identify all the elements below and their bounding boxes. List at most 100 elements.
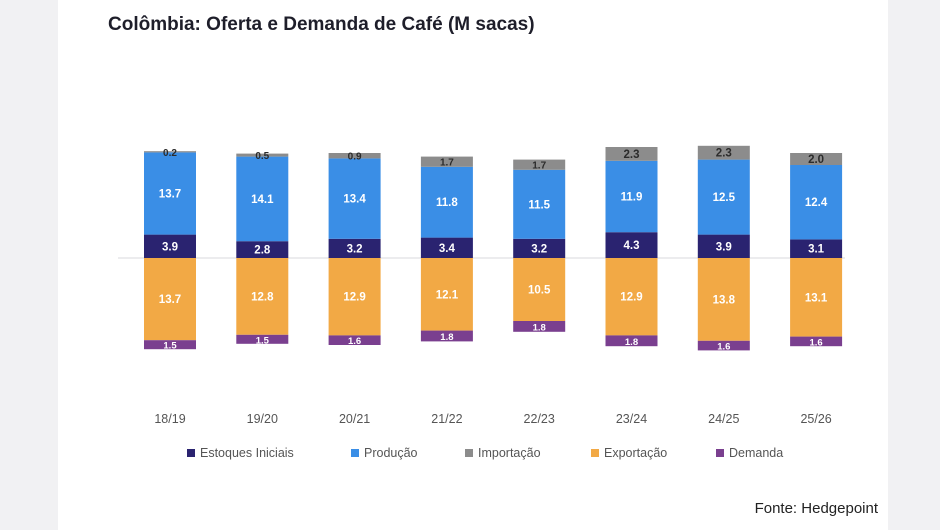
x-tick-label-20-21: 20/21 (339, 412, 370, 426)
bar-producao-21-22 (420, 166, 473, 238)
data-label-estoques-iniciais-25-26: 3.1 (808, 244, 825, 256)
data-label-importacao-20-21: 0.9 (348, 152, 362, 163)
data-label-exportacao-23-24: 12.9 (620, 292, 642, 304)
bar-estoques-iniciais-24-25 (697, 234, 750, 258)
x-tick-label-19-20: 19/20 (247, 412, 278, 426)
data-label-demanda-24-25: 1.6 (717, 342, 730, 353)
bar-producao-25-26 (790, 165, 843, 240)
data-label-producao-23-24: 11.9 (621, 192, 643, 204)
data-label-importacao-19-20: 0.5 (255, 151, 269, 162)
bar-exportacao-21-22 (420, 258, 473, 331)
bar-estoques-iniciais-20-21 (328, 238, 381, 258)
legend-swatch-estoques-iniciais (187, 449, 195, 457)
bar-estoques-iniciais-25-26 (790, 239, 843, 258)
data-label-demanda-23-24: 1.8 (625, 337, 638, 348)
legend-label-demanda: Demanda (729, 446, 783, 460)
data-label-importacao-21-22: 1.7 (440, 158, 454, 169)
data-label-exportacao-21-22: 12.1 (436, 289, 459, 301)
data-label-exportacao-22-23: 10.5 (528, 285, 551, 297)
bar-importacao-21-22 (420, 156, 473, 167)
data-label-producao-19-20: 14.1 (251, 194, 274, 206)
data-label-estoques-iniciais-22-23: 3.2 (531, 243, 547, 255)
bar-estoques-iniciais-19-20 (236, 241, 289, 258)
bar-exportacao-18-19 (144, 258, 196, 341)
data-label-importacao-24-25: 2.3 (716, 148, 732, 160)
legend-label-estoques-iniciais: Estoques Iniciais (200, 446, 294, 460)
bar-demanda-20-21 (328, 335, 381, 345)
bar-exportacao-20-21 (328, 258, 381, 336)
data-label-importacao-25-26: 2.0 (808, 154, 824, 166)
legend-label-producao: Produção (364, 446, 418, 460)
data-label-exportacao-20-21: 12.9 (343, 292, 365, 304)
data-label-demanda-22-23: 1.8 (533, 322, 546, 333)
bar-producao-18-19 (144, 152, 196, 235)
bar-exportacao-24-25 (697, 258, 750, 341)
x-tick-label-23-24: 23/24 (616, 412, 647, 426)
data-label-exportacao-19-20: 12.8 (251, 291, 274, 303)
bar-demanda-21-22 (420, 330, 473, 342)
data-label-estoques-iniciais-19-20: 2.8 (254, 245, 271, 257)
data-label-demanda-18-19: 1.5 (163, 341, 177, 352)
data-label-demanda-25-26: 1.6 (809, 337, 822, 348)
data-label-producao-24-25: 12.5 (713, 192, 736, 204)
data-label-producao-25-26: 12.4 (805, 197, 828, 209)
source-note: Fonte: Hedgepoint (754, 500, 878, 517)
chart-title: Colômbia: Oferta e Demanda de Café (M sa… (108, 14, 535, 35)
bar-producao-23-24 (605, 160, 658, 233)
bar-exportacao-23-24 (605, 258, 658, 336)
bar-demanda-25-26 (790, 336, 843, 347)
x-tick-label-18-19: 18/19 (154, 412, 185, 426)
bar-importacao-25-26 (790, 153, 843, 165)
data-label-importacao-23-24: 2.3 (624, 149, 640, 161)
bar-estoques-iniciais-22-23 (513, 238, 566, 258)
bar-demanda-19-20 (236, 334, 289, 344)
bar-demanda-22-23 (513, 321, 566, 332)
x-tick-label-24-25: 24/25 (708, 412, 739, 426)
x-tick-label-21-22: 21/22 (431, 412, 462, 426)
bar-demanda-23-24 (605, 335, 658, 347)
bar-producao-24-25 (697, 159, 750, 235)
bar-importacao-19-20 (236, 153, 289, 157)
data-label-estoques-iniciais-24-25: 3.9 (716, 241, 732, 253)
data-label-producao-18-19: 13.7 (159, 189, 181, 201)
bar-estoques-iniciais-23-24 (605, 232, 658, 258)
bar-demanda-24-25 (697, 340, 750, 351)
legend-swatch-demanda (716, 449, 724, 457)
x-tick-label-22-23: 22/23 (524, 412, 555, 426)
data-label-demanda-20-21: 1.6 (348, 336, 361, 347)
legend-swatch-producao (351, 449, 359, 457)
bar-estoques-iniciais-18-19 (144, 234, 196, 258)
data-label-exportacao-25-26: 13.1 (805, 292, 828, 304)
bar-importacao-24-25 (697, 145, 750, 160)
bar-importacao-22-23 (513, 159, 566, 170)
data-label-estoques-iniciais-23-24: 4.3 (624, 240, 640, 252)
x-tick-label-25-26: 25/26 (800, 412, 831, 426)
data-label-importacao-22-23: 1.7 (532, 161, 546, 172)
data-label-estoques-iniciais-21-22: 3.4 (439, 243, 456, 255)
data-label-demanda-21-22: 1.8 (440, 332, 453, 343)
data-label-producao-20-21: 13.4 (343, 194, 366, 206)
bar-importacao-20-21 (328, 153, 381, 159)
legend-label-importacao: Importação (478, 446, 541, 460)
data-label-estoques-iniciais-18-19: 3.9 (162, 241, 178, 253)
bar-producao-19-20 (236, 156, 289, 242)
data-label-producao-21-22: 11.8 (436, 197, 458, 209)
data-label-exportacao-18-19: 13.7 (159, 294, 181, 306)
data-label-importacao-18-19: 0.2 (163, 148, 177, 159)
data-label-producao-22-23: 11.5 (528, 199, 550, 211)
legend-swatch-exportacao (591, 449, 599, 457)
data-label-exportacao-24-25: 13.8 (713, 294, 736, 306)
bar-producao-20-21 (328, 158, 381, 239)
bar-estoques-iniciais-21-22 (420, 237, 473, 258)
data-label-estoques-iniciais-20-21: 3.2 (347, 243, 363, 255)
legend-label-exportacao: Exportação (604, 446, 667, 460)
bar-exportacao-25-26 (790, 258, 843, 337)
bar-importacao-23-24 (605, 147, 658, 161)
bar-producao-22-23 (513, 169, 566, 239)
bar-demanda-18-19 (144, 340, 196, 350)
data-label-demanda-19-20: 1.5 (256, 335, 270, 346)
bar-importacao-18-19 (144, 151, 196, 153)
bar-exportacao-19-20 (236, 258, 289, 335)
legend-swatch-importacao (465, 449, 473, 457)
